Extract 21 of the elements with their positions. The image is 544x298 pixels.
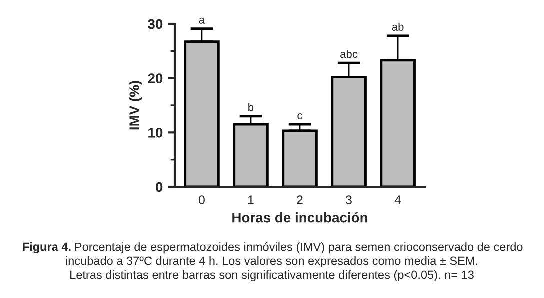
data-label: abc [340,50,358,58]
y-axis-title: IMV (%) [129,81,142,130]
y-tick-label: 0 [156,182,163,192]
x-tick-label: 3 [346,196,352,205]
text: Letras distintas entre barras son significativamente diferentes (p<0.05). n= 13 [70,270,474,282]
x-axis-title: Horas de incubación [232,212,368,223]
bar [282,130,318,187]
y-tick-label: 30 [148,19,163,30]
y-tick-label: 10 [148,128,163,138]
text: Porcentaje de espermatozoides inmóviles (IMV) para semen crioconservado de cerdo [75,242,523,254]
data-label: b [248,103,254,112]
y-tick-label: 20 [148,74,163,84]
text: incubado a 37ºC durante 4 h. Los valores son expresados como media ± SEM. [66,256,478,268]
text: Figura 4. [23,242,71,254]
x-tick-label: 2 [297,196,303,204]
x-tick-label: 4 [394,196,402,204]
x-tick-label: 0 [198,196,205,205]
data-label: a [199,18,206,24]
data-label: c [298,113,302,120]
x-tick-label: 1 [248,196,254,204]
data-label: ab [392,22,404,31]
